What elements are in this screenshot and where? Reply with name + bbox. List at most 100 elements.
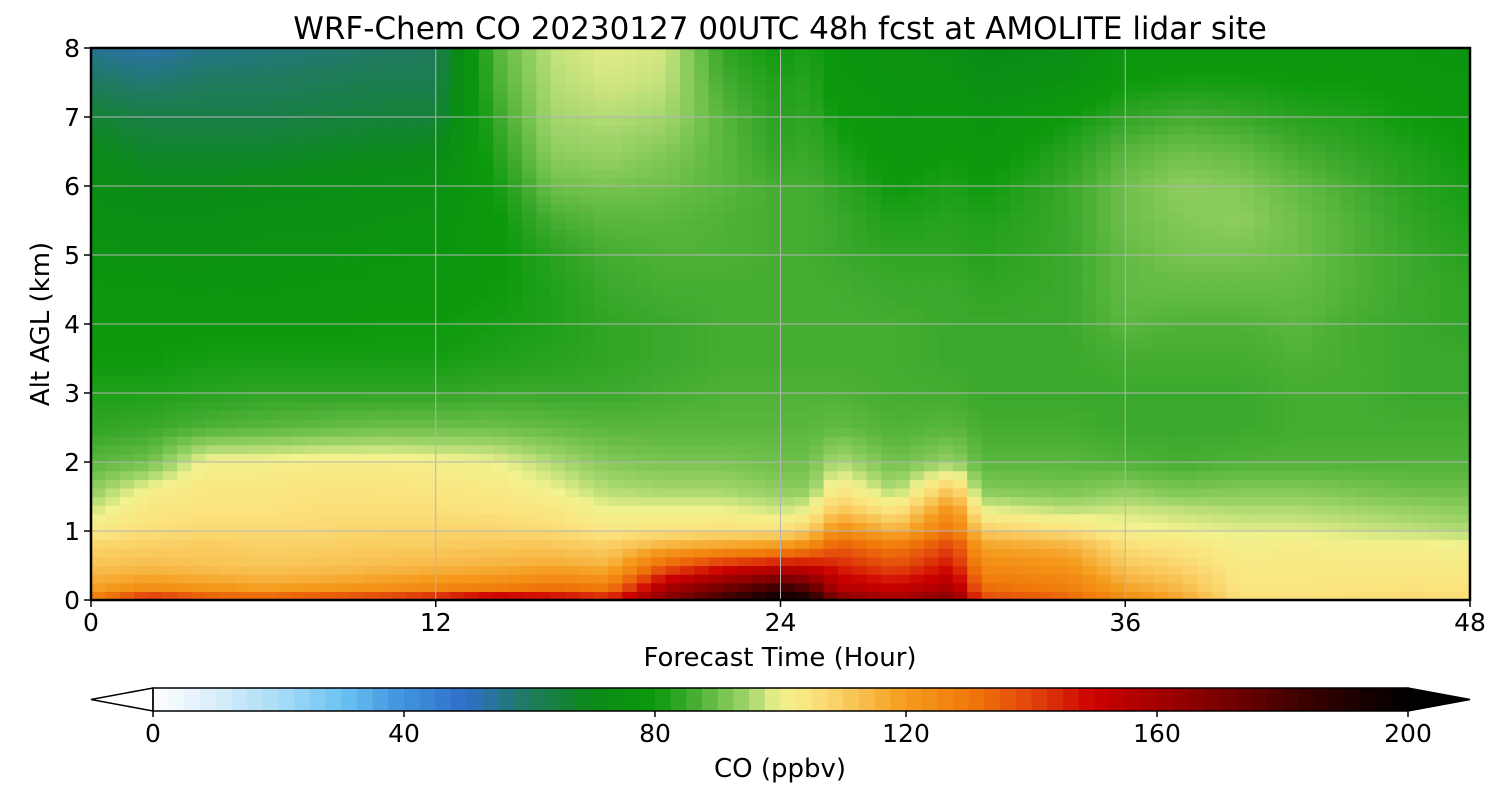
heatmap-cell: [550, 487, 566, 498]
heatmap-cell: [335, 82, 351, 92]
heatmap-cell: [967, 375, 983, 385]
heatmap-cell: [536, 82, 552, 92]
heatmap-cell: [191, 73, 207, 84]
heatmap-cell: [450, 349, 466, 360]
heatmap-cell: [938, 255, 954, 265]
heatmap-cell: [995, 548, 1011, 558]
heatmap-cell: [507, 418, 523, 429]
heatmap-cell: [191, 306, 207, 316]
heatmap-cell: [622, 453, 638, 463]
heatmap-cell: [105, 229, 121, 239]
heatmap-cell: [1139, 151, 1155, 161]
heatmap-cell: [708, 444, 724, 454]
heatmap-cell: [148, 177, 164, 187]
heatmap-cell: [335, 246, 351, 256]
heatmap-cell: [1153, 117, 1169, 127]
heatmap-cell: [363, 487, 379, 498]
heatmap-cell: [565, 453, 580, 463]
heatmap-cell: [421, 82, 437, 92]
heatmap-cell: [1153, 367, 1169, 377]
heatmap-cell: [450, 298, 466, 308]
heatmap-cell: [1096, 108, 1112, 118]
heatmap-cell: [708, 462, 724, 472]
heatmap-cell: [306, 324, 322, 334]
heatmap-cell: [306, 73, 322, 84]
heatmap-cell: [981, 229, 997, 239]
heatmap-cell: [751, 384, 767, 394]
heatmap-cell: [277, 462, 293, 472]
heatmap-cell: [335, 229, 351, 239]
heatmap-cell: [766, 203, 782, 213]
heatmap-cell: [105, 496, 121, 506]
heatmap-cell: [651, 496, 667, 506]
heatmap-cell: [464, 522, 480, 532]
heatmap-cell: [823, 375, 839, 385]
heatmap-cell: [679, 462, 695, 472]
heatmap-cell: [1024, 117, 1040, 127]
heatmap-cell: [507, 211, 523, 222]
heatmap-cell: [220, 211, 236, 222]
heatmap-cell: [866, 220, 882, 230]
heatmap-cell: [1039, 65, 1055, 75]
heatmap-cell: [1182, 513, 1198, 523]
heatmap-cell: [852, 582, 868, 592]
heatmap-cell: [622, 401, 638, 411]
heatmap-cell: [651, 487, 667, 498]
heatmap-cell: [679, 444, 695, 454]
heatmap-cell: [234, 289, 250, 299]
heatmap-cell: [895, 73, 911, 84]
heatmap-cell: [162, 496, 178, 506]
heatmap-cell: [679, 65, 695, 75]
heatmap-cell: [794, 548, 810, 558]
heatmap-cell: [162, 108, 178, 118]
heatmap-cell: [651, 418, 667, 429]
heatmap-cell: [1024, 444, 1040, 454]
heatmap-cell: [622, 186, 638, 196]
heatmap-cell: [464, 142, 480, 153]
heatmap-cell: [780, 513, 796, 523]
heatmap-cell: [622, 462, 638, 472]
heatmap-cell: [493, 73, 509, 84]
heatmap-cell: [837, 436, 853, 446]
heatmap-cell: [651, 272, 667, 282]
heatmap-cell: [306, 539, 322, 549]
heatmap-cell: [737, 574, 753, 584]
heatmap-cell: [306, 315, 322, 325]
heatmap-cell: [407, 56, 422, 66]
heatmap-cell: [320, 436, 336, 446]
heatmap-cell: [1067, 160, 1083, 170]
heatmap-cell: [450, 341, 466, 351]
heatmap-cell: [1024, 548, 1040, 558]
heatmap-cell: [493, 349, 509, 360]
heatmap-cell: [464, 211, 480, 222]
heatmap-cell: [1067, 427, 1083, 437]
heatmap-cell: [378, 487, 394, 498]
heatmap-cell: [234, 384, 250, 394]
heatmap-cell: [708, 203, 724, 213]
heatmap-cell: [837, 160, 853, 170]
heatmap-cell: [450, 220, 466, 230]
heatmap-cell: [909, 479, 925, 489]
heatmap-cell: [608, 160, 624, 170]
heatmap-cell: [249, 272, 264, 282]
heatmap-cell: [794, 436, 810, 446]
heatmap-cell: [608, 410, 624, 420]
heatmap-cell: [967, 186, 983, 196]
heatmap-cell: [636, 427, 652, 437]
heatmap-cell: [421, 574, 437, 584]
heatmap-cell: [162, 134, 178, 144]
heatmap-cell: [1197, 582, 1213, 592]
heatmap-cell: [550, 229, 566, 239]
heatmap-cell: [536, 574, 552, 584]
heatmap-cell: [478, 444, 494, 454]
heatmap-cell: [823, 56, 839, 66]
heatmap-cell: [1067, 211, 1083, 222]
heatmap-cell: [995, 401, 1011, 411]
heatmap-cell: [823, 462, 839, 472]
heatmap-cell: [507, 591, 523, 600]
heatmap-cell: [464, 367, 480, 377]
heatmap-cell: [823, 229, 839, 239]
heatmap-cell: [737, 272, 753, 282]
heatmap-cell: [665, 99, 681, 109]
heatmap-cell: [1024, 332, 1040, 342]
